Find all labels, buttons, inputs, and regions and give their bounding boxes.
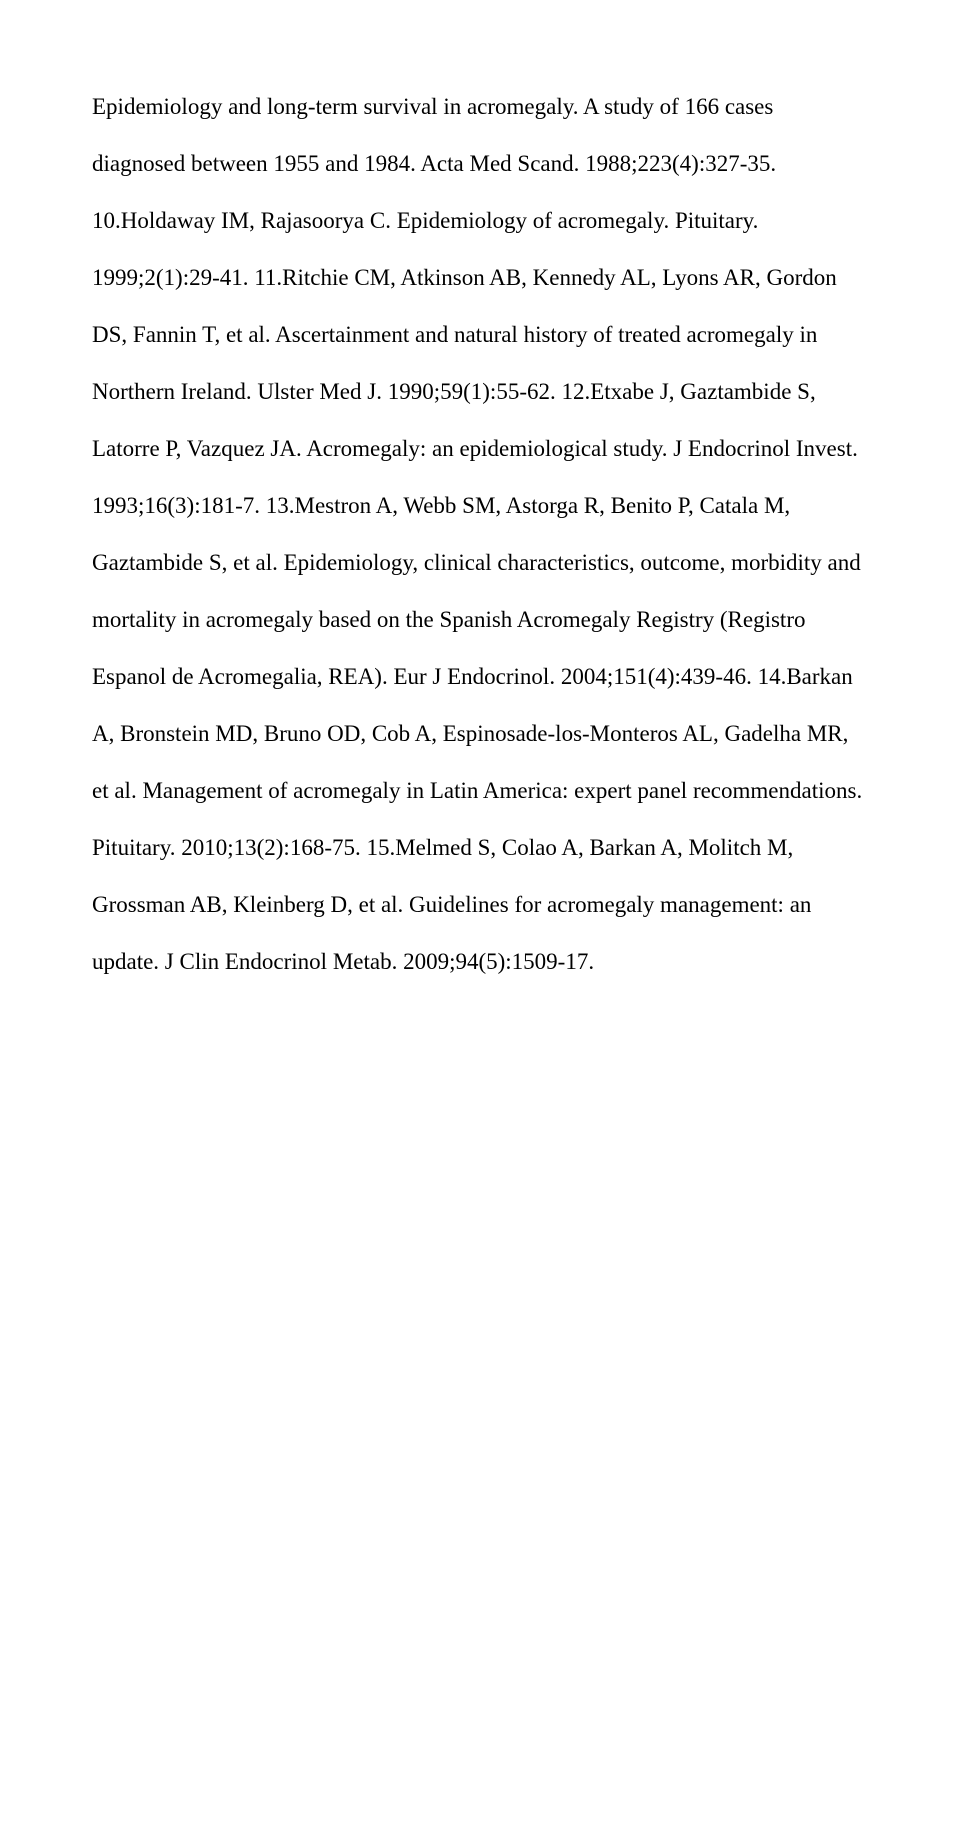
references-paragraph: Epidemiology and long-term survival in a… bbox=[92, 78, 868, 991]
